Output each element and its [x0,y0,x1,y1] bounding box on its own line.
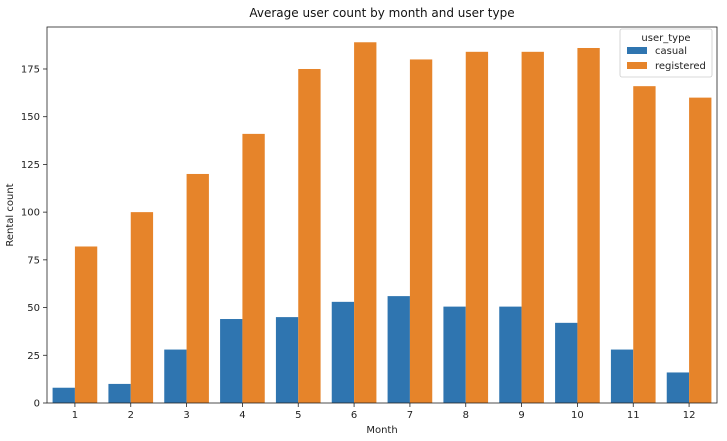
bar-registered-7 [409,59,433,403]
bar-casual-5 [275,317,299,403]
y-axis-label: Rental count [5,183,16,246]
bar-casual-4 [220,319,243,403]
x-tick-label: 3 [183,410,189,421]
y-tick-label: 150 [21,112,40,123]
y-tick-label: 100 [21,208,40,219]
x-axis-label: Month [366,425,397,436]
legend-swatch-registered [627,62,647,69]
x-tick-label: 2 [128,410,134,421]
bar-casual-10 [555,322,578,403]
bar-registered-6 [354,42,377,403]
bar-registered-11 [633,86,656,403]
x-tick-label: 11 [627,410,640,421]
y-tick-label: 0 [34,399,40,410]
x-tick-label: 8 [463,410,469,421]
legend-swatch-casual [627,47,647,54]
y-tick-label: 125 [21,160,40,171]
x-tick-label: 10 [571,410,584,421]
legend: user_type casual registered [619,28,713,78]
x-tick-label: 7 [407,410,413,421]
plot-frame [46,26,718,404]
plot-area [52,42,712,404]
x-tick-label: 5 [295,410,301,421]
bar-casual-3 [164,349,187,403]
bar-registered-2 [130,212,154,403]
bar-casual-8 [443,306,466,403]
x-tick-label: 6 [351,410,357,421]
legend-label-casual: casual [655,46,687,57]
bar-registered-5 [298,68,321,404]
bar-casual-11 [610,349,634,403]
bar-registered-1 [74,246,98,403]
bar-casual-9 [499,306,522,403]
bar-registered-8 [465,51,489,403]
bar-registered-3 [186,173,209,403]
bar-registered-10 [577,47,600,403]
y-axis: 0 25 50 75 100 125 150 175 [21,64,47,410]
bar-registered-12 [689,97,712,403]
y-tick-label: 50 [27,303,40,314]
bar-registered-4 [242,133,265,404]
chart-title: Average user count by month and user typ… [249,6,514,20]
bar-casual-6 [331,301,355,403]
bar-casual-2 [108,383,131,403]
x-axis: 1 2 3 4 5 6 7 8 9 10 11 12 [72,403,696,421]
x-tick-label: 4 [239,410,245,421]
x-tick-label: 12 [683,410,696,421]
bar-casual-12 [666,372,690,403]
bar-registered-9 [521,51,544,403]
legend-label-registered: registered [655,61,706,72]
bar-casual-7 [387,296,410,403]
legend-title: user_type [641,33,690,44]
y-tick-label: 175 [21,64,40,75]
x-tick-label: 1 [72,410,78,421]
x-tick-label: 9 [518,410,524,421]
bar-casual-1 [52,387,75,403]
y-tick-label: 25 [27,351,40,362]
y-tick-label: 75 [27,255,40,266]
